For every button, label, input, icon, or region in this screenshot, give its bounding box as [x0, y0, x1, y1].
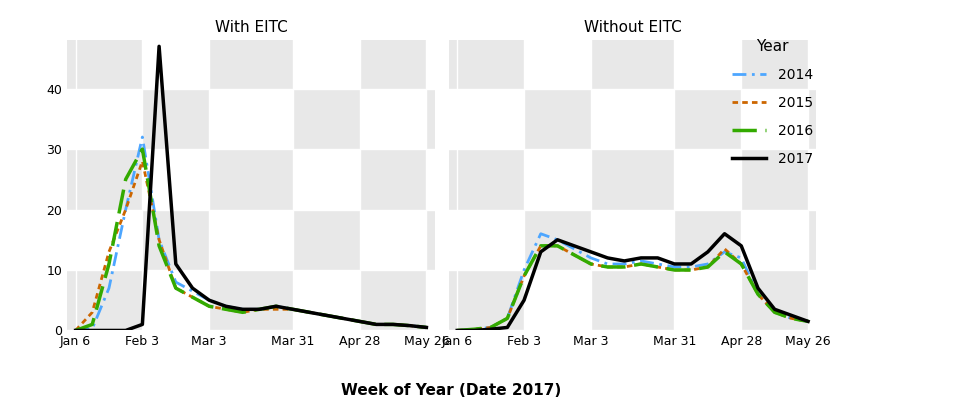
Bar: [67, 40, 142, 89]
Bar: [591, 149, 675, 210]
Bar: [591, 40, 675, 89]
Bar: [426, 89, 435, 149]
Bar: [67, 149, 142, 210]
Bar: [675, 210, 741, 270]
Bar: [360, 270, 426, 330]
Bar: [293, 89, 360, 149]
Title: With EITC: With EITC: [215, 20, 287, 35]
Bar: [449, 149, 524, 210]
Bar: [449, 270, 524, 330]
Bar: [293, 210, 360, 270]
Bar: [426, 210, 435, 270]
Bar: [360, 40, 426, 89]
Bar: [675, 89, 741, 149]
Bar: [524, 89, 591, 149]
Bar: [209, 40, 293, 89]
Bar: [808, 210, 816, 270]
Bar: [209, 270, 293, 330]
Bar: [142, 210, 209, 270]
Bar: [808, 89, 816, 149]
Bar: [360, 149, 426, 210]
Text: Week of Year (Date 2017): Week of Year (Date 2017): [341, 383, 562, 398]
Bar: [741, 270, 808, 330]
Bar: [142, 89, 209, 149]
Bar: [741, 149, 808, 210]
Legend: 2014, 2015, 2016, 2017: 2014, 2015, 2016, 2017: [732, 39, 813, 166]
Bar: [67, 270, 142, 330]
Title: Without EITC: Without EITC: [584, 20, 682, 35]
Bar: [524, 210, 591, 270]
Bar: [591, 270, 675, 330]
Bar: [741, 40, 808, 89]
Bar: [209, 149, 293, 210]
Bar: [449, 40, 524, 89]
